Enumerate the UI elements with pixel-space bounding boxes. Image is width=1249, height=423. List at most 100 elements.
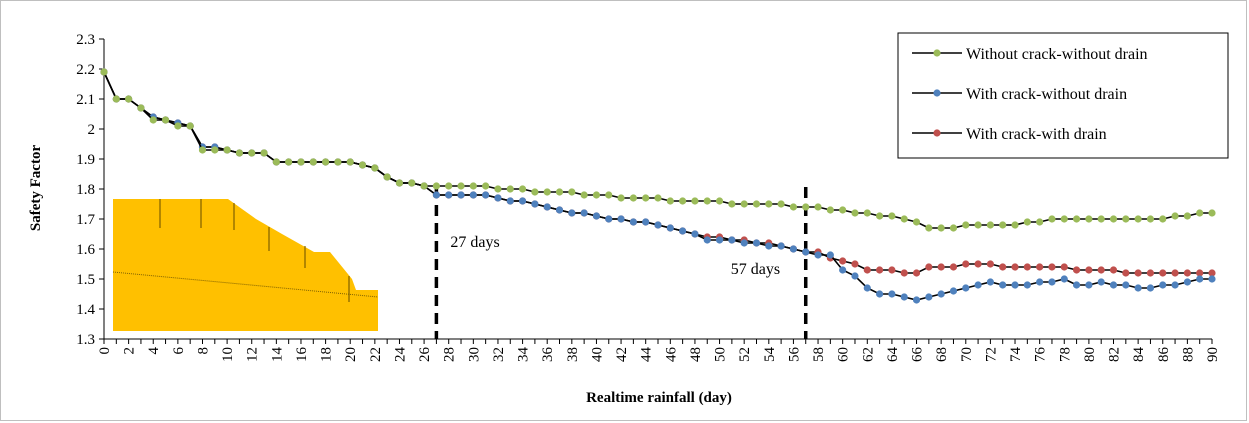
data-point-without_crack_without_drain [629,194,637,202]
data-point-without_crack_without_drain [740,200,748,208]
x-tick-label: 28 [442,347,458,362]
data-point-with_crack_without_drain [765,242,773,250]
annotations: 27 days 57 days [434,187,808,339]
y-tick-label: 1.3 [76,332,95,348]
legend-label: With crack-with drain [966,126,1107,143]
data-point-without_crack_without_drain [1146,215,1155,223]
x-tick-label: 20 [343,347,359,362]
data-point-without_crack_without_drain [371,164,379,172]
data-point-with_crack_with_drain [1208,269,1216,277]
data-point-with_crack_with_drain [1072,266,1081,274]
data-point-with_crack_without_drain [445,191,453,199]
y-tick-label: 1.9 [76,152,95,168]
x-tick-label: 80 [1082,347,1098,362]
x-tick-label: 60 [836,347,852,362]
data-point-with_crack_without_drain [568,209,576,217]
data-point-without_crack_without_drain [568,188,576,196]
x-tick-label: 50 [713,347,729,362]
x-tick-label: 70 [959,347,975,362]
data-point-without_crack_without_drain [469,182,477,190]
data-point-without_crack_without_drain [555,188,564,196]
data-point-without_crack_without_drain [826,206,834,214]
x-tick-label: 8 [195,347,211,355]
data-point-with_crack_without_drain [912,296,921,304]
data-point-with_crack_without_drain [531,200,539,208]
x-tick-label: 32 [491,347,507,362]
data-point-with_crack_with_drain [1159,269,1167,277]
data-point-with_crack_without_drain [888,290,896,298]
x-tick-label: 12 [245,347,261,362]
data-point-with_crack_without_drain [1134,284,1142,292]
data-point-without_crack_without_drain [346,158,354,166]
x-tick-label: 82 [1107,347,1123,362]
data-point-without_crack_without_drain [1208,209,1216,217]
data-point-with_crack_without_drain [666,224,674,232]
data-point-with_crack_without_drain [863,284,871,292]
data-point-with_crack_with_drain [999,263,1007,271]
data-point-without_crack_without_drain [1072,215,1081,223]
data-point-with_crack_with_drain [1109,266,1118,274]
data-point-with_crack_without_drain [986,278,995,286]
x-tick-label: 46 [663,347,679,363]
data-point-with_crack_with_drain [986,260,995,268]
x-tick-label: 10 [220,347,236,362]
data-point-without_crack_without_drain [309,158,317,166]
data-point-without_crack_without_drain [531,188,539,196]
data-point-with_crack_without_drain [949,287,958,295]
data-point-without_crack_without_drain [1036,218,1044,226]
x-tick-label: 48 [688,347,704,362]
x-tick-label: 76 [1033,347,1049,363]
data-point-without_crack_without_drain [420,182,428,190]
data-point-without_crack_without_drain [358,161,367,169]
data-point-with_crack_with_drain [962,260,970,268]
data-point-with_crack_without_drain [1109,281,1118,289]
data-point-without_crack_without_drain [211,146,219,154]
data-point-with_crack_without_drain [1208,275,1216,283]
x-tick-label: 14 [269,347,285,363]
data-point-with_crack_with_drain [949,263,958,271]
y-tick-label: 2 [88,122,96,138]
data-point-without_crack_without_drain [789,203,798,211]
data-point-without_crack_without_drain [912,218,921,226]
x-tick-label: 38 [565,347,581,362]
data-point-without_crack_without_drain [851,209,859,217]
data-point-with_crack_without_drain [518,197,527,205]
data-point-without_crack_without_drain [962,221,970,229]
data-point-with_crack_with_drain [863,266,871,274]
data-point-without_crack_without_drain [605,191,613,199]
data-point-without_crack_without_drain [876,212,884,220]
data-point-with_crack_with_drain [912,269,921,277]
data-point-without_crack_without_drain [1011,221,1019,229]
data-point-without_crack_without_drain [482,182,490,190]
data-point-without_crack_without_drain [322,158,330,166]
data-point-without_crack_without_drain [1085,215,1093,223]
x-tick-label: 54 [762,347,778,363]
legend-box [897,32,1229,159]
data-point-without_crack_without_drain [1171,212,1179,220]
y-tick-label: 1.8 [76,182,95,198]
x-tick-label: 30 [466,347,482,362]
x-tick-label: 72 [983,347,999,362]
data-point-without_crack_without_drain [1183,212,1191,220]
data-point-without_crack_without_drain [839,206,847,214]
data-point-with_crack_without_drain [1036,278,1044,286]
y-tick-label: 1.5 [76,272,95,288]
data-point-without_crack_without_drain [999,221,1007,229]
data-point-with_crack_without_drain [555,206,564,214]
x-tick-label: 4 [146,347,162,355]
data-point-without_crack_without_drain [1159,215,1167,223]
data-point-without_crack_without_drain [986,221,995,229]
data-point-with_crack_with_drain [900,269,908,277]
x-tick-label: 6 [171,347,187,355]
x-tick-label: 78 [1057,347,1073,362]
y-tick-label: 1.6 [76,242,95,258]
data-point-with_crack_without_drain [1023,281,1031,289]
data-point-with_crack_with_drain [1146,269,1155,277]
data-point-without_crack_without_drain [186,122,194,130]
data-point-with_crack_with_drain [1011,263,1019,271]
data-point-with_crack_without_drain [543,203,551,211]
data-point-with_crack_without_drain [826,251,834,259]
data-point-with_crack_without_drain [1048,278,1056,286]
data-point-with_crack_without_drain [777,242,785,250]
x-tick-label: 62 [860,347,876,362]
